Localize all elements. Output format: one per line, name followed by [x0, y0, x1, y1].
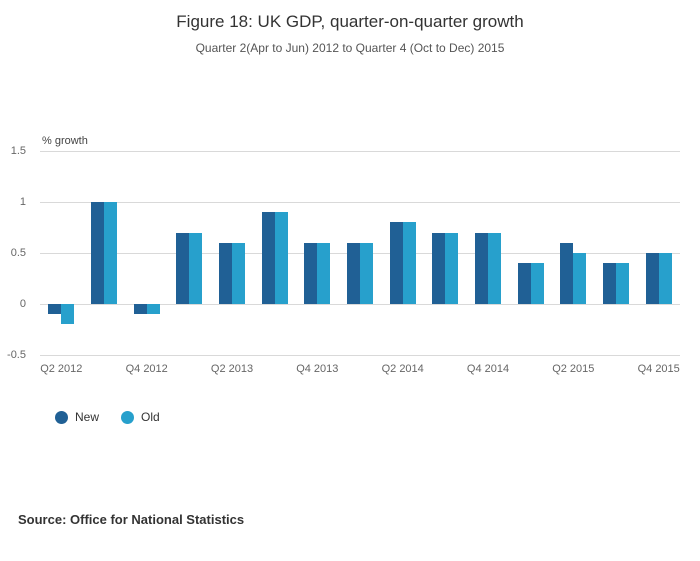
bar-new-q4-2013[interactable]: [304, 242, 318, 304]
bar-old-q2-2014[interactable]: [402, 222, 416, 304]
bar-new-q1-2013[interactable]: [176, 232, 190, 304]
y-tick-label: 1.5: [10, 145, 26, 157]
bar-new-q2-2013[interactable]: [219, 242, 232, 304]
chart-area: % growth Q2 2012 Q4 2012 Q2 2013 Q4 2013 Q2 …: [0, 135, 700, 380]
bar-new-q4-2014[interactable]: [475, 232, 488, 304]
bar-old-q1-2013[interactable]: [189, 232, 203, 304]
x-tick-label: Q4 2014: [466, 363, 510, 375]
x-axis: Q2 2012 Q4 2012 Q2 2013 Q4 2013 Q2 2014 Q4 20…: [40, 363, 680, 379]
gridline: [40, 304, 680, 305]
y-tick-label: 0: [19, 298, 26, 310]
bar-old-q4-2014[interactable]: [488, 232, 501, 304]
x-tick-label: Q4 2015: [637, 363, 680, 375]
bar-new-q4-2012[interactable]: [133, 304, 147, 315]
bar-old-q2-2015[interactable]: [573, 253, 587, 304]
bar-old-q4-2012[interactable]: [146, 304, 160, 315]
bar-old-q3-2014[interactable]: [445, 232, 459, 304]
legend-marker-new: [55, 410, 68, 424]
bar-new-q1-2015[interactable]: [517, 263, 531, 304]
y-tick-label: 1: [19, 196, 26, 208]
bar-old-q2-2013[interactable]: [232, 242, 245, 304]
bar-new-q3-2015[interactable]: [603, 263, 616, 304]
bar-old-q3-2013[interactable]: [274, 212, 288, 304]
bar-new-q3-2013[interactable]: [261, 212, 275, 304]
legend-item-new[interactable]: New: [55, 410, 99, 424]
chart-title: Figure 18: UK GDP, quarter-on-quarter gr…: [176, 12, 524, 31]
bar-old-q3-2012[interactable]: [104, 202, 117, 304]
bar-new-q1-2014[interactable]: [347, 242, 360, 304]
bar-old-q2-2012[interactable]: [61, 304, 75, 325]
chart-subtitle: Quarter 2(Apr to Jun) 2012 to Quarter 4 …: [195, 41, 505, 55]
bar-new-q2-2012[interactable]: [48, 304, 62, 315]
legend-item-old[interactable]: Old: [121, 410, 160, 424]
legend-marker-old: [121, 410, 135, 424]
x-tick-label: Q4 2013: [296, 363, 339, 375]
source-text: Source: Office for National Statistics: [18, 512, 245, 527]
chart-figure: Figure 18: UK GDP, quarter-on-quarter gr…: [0, 12, 700, 527]
plot-area: [40, 151, 680, 356]
x-tick-label: Q2 2014: [381, 363, 424, 375]
bar-new-q3-2012[interactable]: [91, 202, 104, 304]
bar-new-q2-2014[interactable]: [389, 222, 403, 304]
x-tick-label: Q2 2012: [40, 363, 83, 375]
bar-old-q4-2015[interactable]: [658, 253, 672, 304]
gridline: [40, 151, 680, 152]
bar-new-q3-2014[interactable]: [432, 232, 446, 304]
bar-old-q3-2015[interactable]: [616, 263, 629, 304]
y-tick-label: -0.5: [7, 349, 26, 361]
y-axis-label: % growth: [42, 135, 88, 147]
x-tick-label: Q4 2012: [125, 363, 168, 375]
bar-old-q1-2014[interactable]: [360, 242, 373, 304]
x-tick-label: Q2 2015: [552, 363, 595, 375]
legend-label: Old: [141, 410, 160, 424]
legend: New Old: [55, 410, 700, 424]
bar-new-q2-2015[interactable]: [560, 242, 574, 304]
legend-label: New: [75, 410, 100, 424]
gridline: [40, 202, 680, 203]
bar-old-q4-2013[interactable]: [317, 242, 331, 304]
bar-old-q1-2015[interactable]: [530, 263, 544, 304]
gridline: [40, 355, 680, 356]
bar-new-q4-2015[interactable]: [645, 253, 659, 304]
y-tick-label: 0.5: [10, 247, 26, 259]
x-tick-label: Q2 2013: [210, 363, 254, 375]
